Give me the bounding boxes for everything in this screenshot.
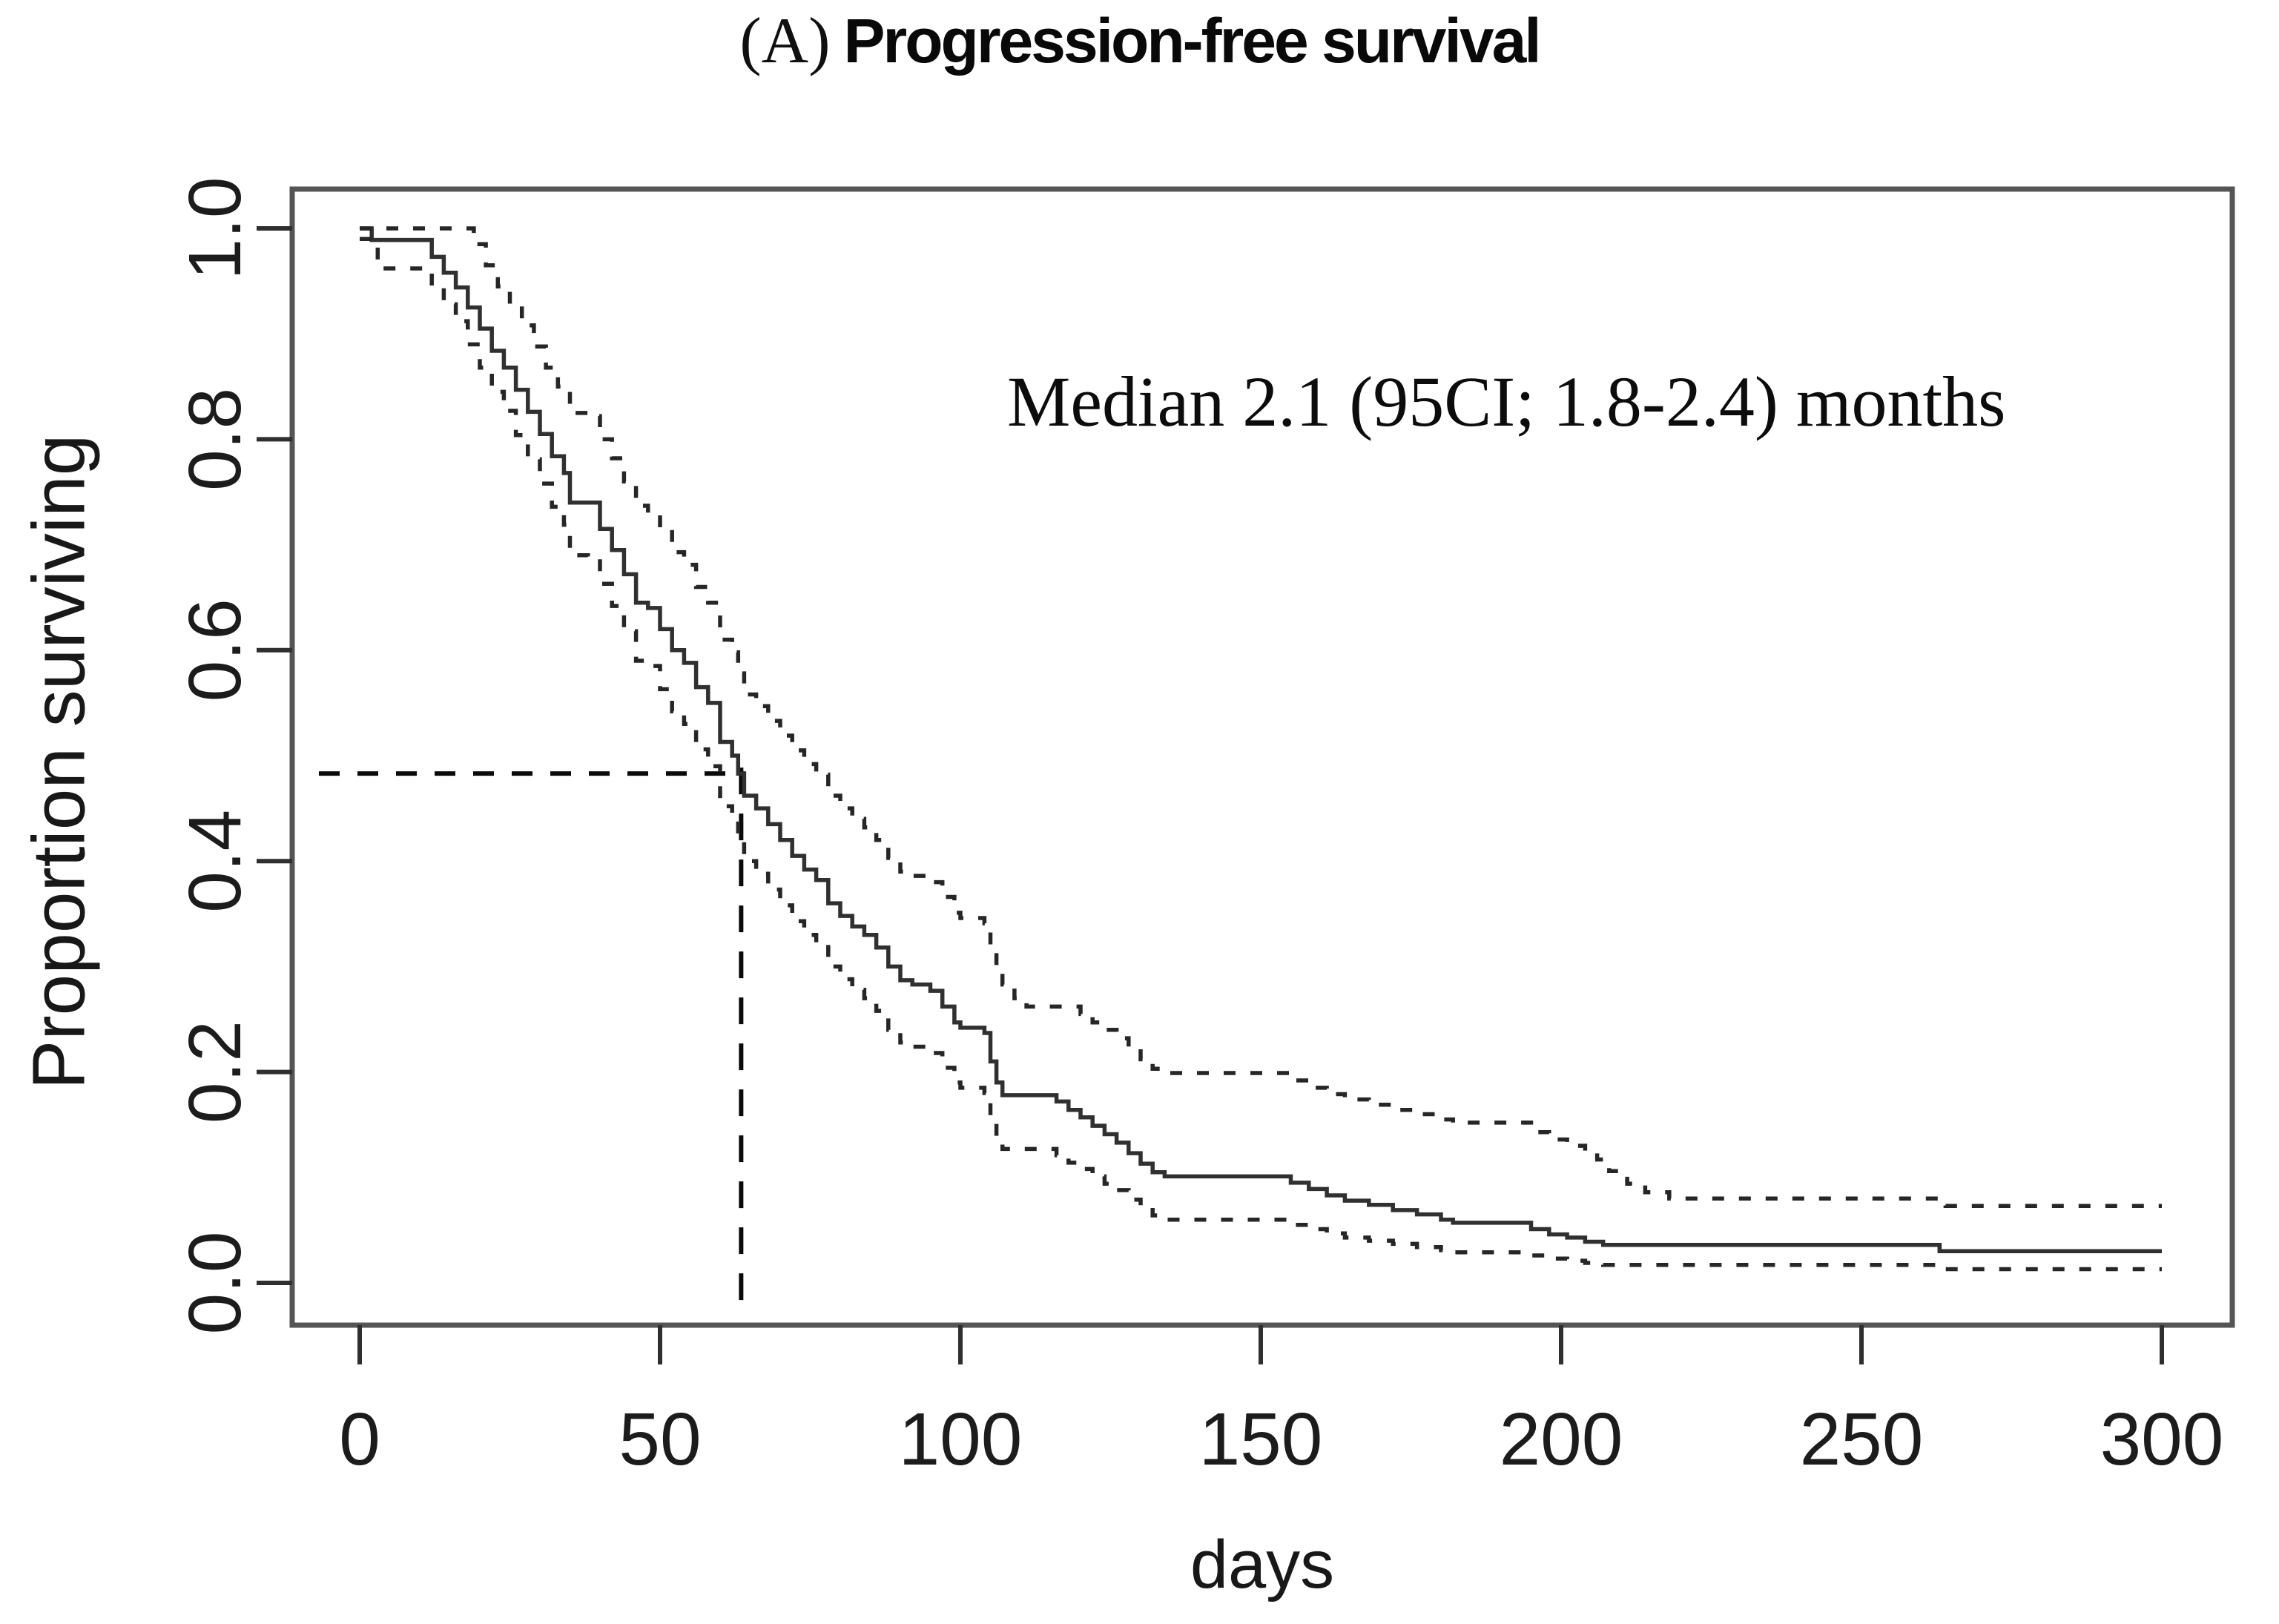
- y-tick-label: 0.8: [174, 388, 257, 491]
- y-axis-title: Proportion surviving: [17, 434, 101, 1090]
- panel-label: (A): [739, 5, 831, 77]
- x-axis-title: days: [1190, 1527, 1335, 1602]
- x-tick-label: 300: [2100, 1398, 2224, 1481]
- figure-title-text: Progression-free survival: [843, 6, 1542, 76]
- y-tick-label: 0.4: [174, 810, 257, 913]
- x-tick-label: 100: [899, 1398, 1023, 1481]
- ci-lower-curve: [360, 237, 2162, 1272]
- x-tick-label: 50: [619, 1398, 701, 1481]
- plot-box: [289, 186, 2235, 1328]
- y-tick-label: 0.6: [174, 598, 257, 702]
- x-tick-label: 250: [1800, 1398, 1924, 1481]
- y-tick-label: 1.0: [174, 176, 257, 280]
- x-tick-label: 0: [339, 1398, 380, 1481]
- x-tick-label: 200: [1500, 1398, 1623, 1481]
- median-annotation: Median 2.1 (95CI; 1.8-2.4) months: [1007, 362, 2006, 441]
- ci-upper-curve: [360, 226, 2162, 1208]
- km-curve: [360, 226, 2162, 1254]
- figure-title: (A) Progression-free survival: [0, 7, 2279, 76]
- x-tick-label: 150: [1199, 1398, 1323, 1481]
- y-tick-label: 0.2: [174, 1020, 257, 1123]
- y-axis-ticks: 1.0 0.8 0.6 0.4 0.2 0.0: [174, 176, 292, 1335]
- y-tick-label: 0.0: [174, 1231, 257, 1334]
- x-axis-ticks: 0 50 100 150 200 250 300: [339, 1325, 2223, 1481]
- median-reference-lines: [319, 768, 746, 1314]
